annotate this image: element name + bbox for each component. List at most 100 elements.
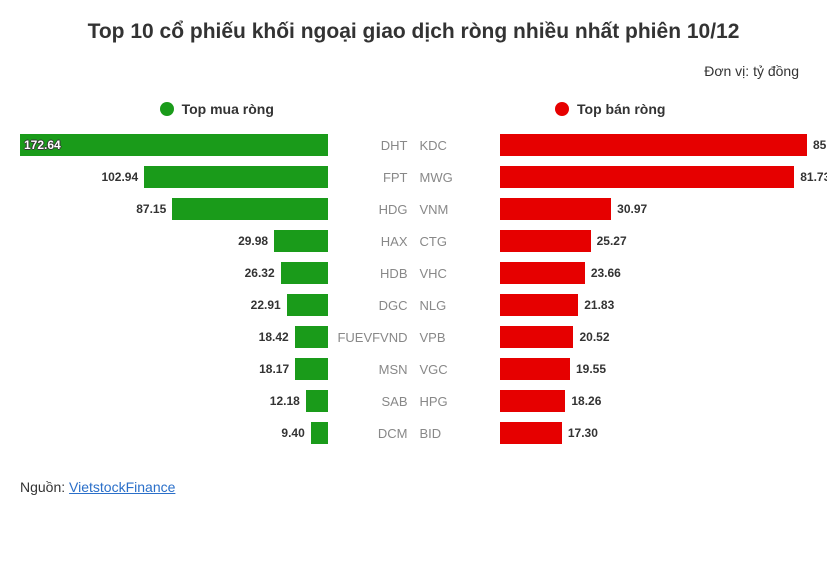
bar-zone: 25.27 xyxy=(500,230,808,252)
buy-bar xyxy=(281,262,328,284)
bar-zone: 102.94 xyxy=(20,166,328,188)
bar-value: 30.97 xyxy=(617,198,647,220)
sell-bar xyxy=(500,262,585,284)
bar-zone: 23.66 xyxy=(500,262,808,284)
ticker-label: SAB xyxy=(328,394,414,409)
buy-row: DGC 22.91 xyxy=(20,289,414,321)
unit-label: Đơn vị: tỷ đồng xyxy=(20,63,807,79)
sell-bar xyxy=(500,166,795,188)
bar-value: 26.32 xyxy=(245,262,275,284)
buy-row: FUEVFVND 18.42 xyxy=(20,321,414,353)
sell-column: KDC85.27MWG81.73VNM30.97CTG25.27VHC23.66… xyxy=(414,129,808,449)
buy-row: DCM 9.40 xyxy=(20,417,414,449)
legend-sell: Top bán ròng xyxy=(414,101,808,117)
bar-value: 81.73 xyxy=(800,166,827,188)
chart-body: DHT172.64FPT102.94HDG87.15HAX29.98HDB26.… xyxy=(20,129,807,449)
sell-bar xyxy=(500,358,571,380)
source: Nguồn: VietstockFinance xyxy=(20,479,807,495)
sell-bar xyxy=(500,294,579,316)
sell-bar xyxy=(500,422,562,444)
buy-row: HDG 87.15 xyxy=(20,193,414,225)
legend-buy-dot xyxy=(160,102,174,116)
buy-bar xyxy=(287,294,328,316)
bar-zone: 18.17 xyxy=(20,358,328,380)
ticker-label: MSN xyxy=(328,362,414,377)
legend-buy: Top mua ròng xyxy=(20,101,414,117)
bar-value: 18.17 xyxy=(259,358,289,380)
ticker-label: VGC xyxy=(414,362,500,377)
bar-value: 29.98 xyxy=(238,230,268,252)
legend: Top mua ròng Top bán ròng xyxy=(20,101,807,117)
bar-value: 102.94 xyxy=(101,166,138,188)
chart-title: Top 10 cổ phiếu khối ngoại giao dịch ròn… xyxy=(80,18,747,45)
bar-value: 87.15 xyxy=(136,198,166,220)
sell-bar xyxy=(500,326,574,348)
buy-row: DHT 172.64 xyxy=(20,129,414,161)
chart-container: Top 10 cổ phiếu khối ngoại giao dịch ròn… xyxy=(0,0,827,505)
ticker-label: DHT xyxy=(328,138,414,153)
bar-zone: 22.91 xyxy=(20,294,328,316)
buy-row: HAX29.98 xyxy=(20,225,414,257)
legend-sell-label: Top bán ròng xyxy=(577,101,665,117)
ticker-label: FUEVFVND xyxy=(328,330,414,345)
bar-value: 21.83 xyxy=(584,294,614,316)
ticker-label: FPT xyxy=(328,170,414,185)
ticker-label: VHC xyxy=(414,266,500,281)
sell-row: VHC 23.66 xyxy=(414,257,808,289)
buy-row: MSN 18.17 xyxy=(20,353,414,385)
sell-row: VGC 19.55 xyxy=(414,353,808,385)
bar-value: 12.18 xyxy=(270,390,300,412)
ticker-label: HDG xyxy=(328,202,414,217)
ticker-label: BID xyxy=(414,426,500,441)
ticker-label: VNM xyxy=(414,202,500,217)
source-prefix: Nguồn: xyxy=(20,479,69,495)
bar-value: 18.42 xyxy=(259,326,289,348)
sell-row: KDC85.27 xyxy=(414,129,808,161)
buy-bar xyxy=(144,166,327,188)
buy-bar xyxy=(295,358,327,380)
bar-value: 22.91 xyxy=(251,294,281,316)
bar-zone: 172.64 xyxy=(20,134,328,156)
bar-zone: 29.98 xyxy=(20,230,328,252)
bar-zone: 85.27 xyxy=(500,134,808,156)
sell-row: NLG 21.83 xyxy=(414,289,808,321)
bar-zone: 30.97 xyxy=(500,198,808,220)
bar-zone: 12.18 xyxy=(20,390,328,412)
sell-row: HPG 18.26 xyxy=(414,385,808,417)
bar-zone: 20.52 xyxy=(500,326,808,348)
bar-value: 9.40 xyxy=(281,422,304,444)
sell-bar xyxy=(500,230,591,252)
ticker-label: DGC xyxy=(328,298,414,313)
bar-zone: 21.83 xyxy=(500,294,808,316)
bar-zone: 81.73 xyxy=(500,166,808,188)
sell-row: MWG81.73 xyxy=(414,161,808,193)
sell-row: VPB20.52 xyxy=(414,321,808,353)
buy-row: FPT 102.94 xyxy=(20,161,414,193)
sell-bar xyxy=(500,390,566,412)
bar-value: 23.66 xyxy=(591,262,621,284)
bar-zone: 17.30 xyxy=(500,422,808,444)
bar-value: 19.55 xyxy=(576,358,606,380)
buy-bar xyxy=(274,230,327,252)
buy-bar xyxy=(20,134,328,156)
buy-column: DHT172.64FPT102.94HDG87.15HAX29.98HDB26.… xyxy=(20,129,414,449)
bar-value: 17.30 xyxy=(568,422,598,444)
ticker-label: NLG xyxy=(414,298,500,313)
ticker-label: HPG xyxy=(414,394,500,409)
sell-bar xyxy=(500,134,808,156)
ticker-label: MWG xyxy=(414,170,500,185)
ticker-label: CTG xyxy=(414,234,500,249)
legend-sell-dot xyxy=(555,102,569,116)
bar-value: 18.26 xyxy=(571,390,601,412)
buy-row: SAB 12.18 xyxy=(20,385,414,417)
bar-value: 172.64 xyxy=(20,134,65,156)
source-link[interactable]: VietstockFinance xyxy=(69,479,175,495)
buy-bar xyxy=(172,198,327,220)
sell-row: BID 17.30 xyxy=(414,417,808,449)
legend-buy-label: Top mua ròng xyxy=(182,101,274,117)
bar-zone: 18.42 xyxy=(20,326,328,348)
ticker-label: DCM xyxy=(328,426,414,441)
bar-zone: 19.55 xyxy=(500,358,808,380)
ticker-label: VPB xyxy=(414,330,500,345)
buy-bar xyxy=(311,422,328,444)
